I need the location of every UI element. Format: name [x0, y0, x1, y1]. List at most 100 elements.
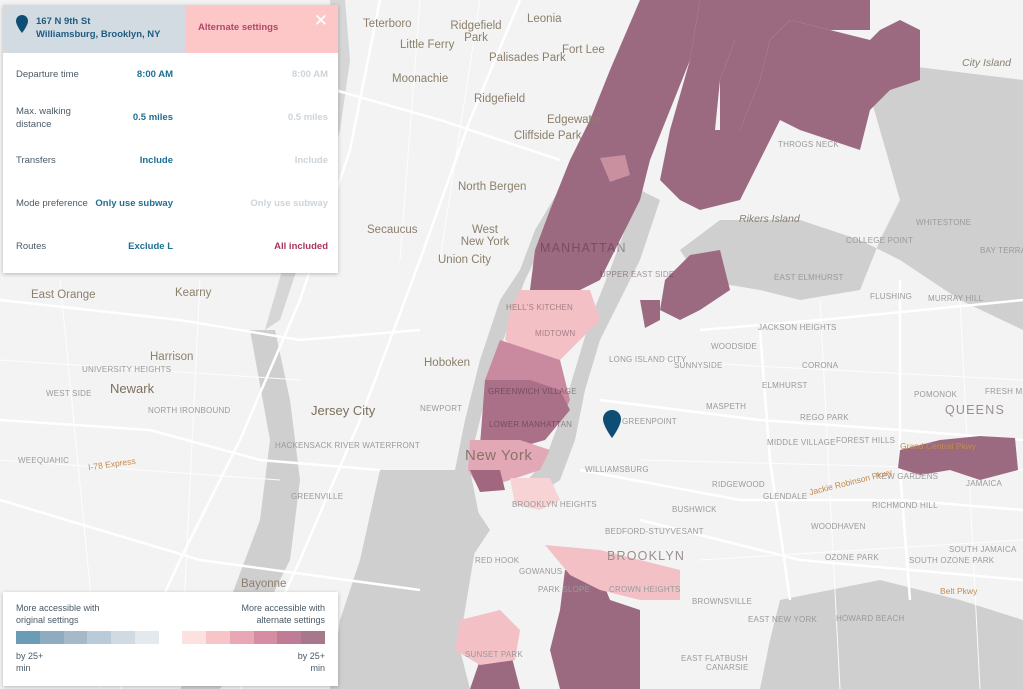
legend-swatch	[277, 631, 302, 644]
row-label: Routes	[16, 241, 47, 252]
label-union-city: Union City	[438, 254, 492, 266]
label-midtown: MIDTOWN	[535, 329, 576, 338]
label-throgs-neck: THROGS NECK	[778, 140, 839, 149]
legend-swatch	[182, 631, 207, 644]
close-icon[interactable]: ✕	[313, 11, 328, 30]
alternate-departure-time[interactable]: 8:00 AM	[291, 69, 328, 80]
map-pin-icon[interactable]	[603, 410, 621, 438]
label-south-jamaica: SOUTH JAMAICA	[949, 545, 1017, 554]
label-ridgewood: RIDGEWOOD	[712, 480, 765, 489]
legend-swatch	[253, 631, 278, 644]
label-queens: QUEENS	[945, 403, 1005, 417]
original-mode-preference[interactable]: Only use subway	[95, 198, 173, 209]
alternate-mode-preference[interactable]: Only use subway	[250, 198, 328, 209]
label-ozone-park: OZONE PARK	[825, 553, 879, 562]
label-bushwick: BUSHWICK	[672, 505, 717, 514]
label-crown-heights: CROWN HEIGHTS	[609, 585, 681, 594]
legend-swatch	[134, 631, 159, 644]
legend-swatch	[39, 631, 64, 644]
label-bayonne: Bayonne	[241, 578, 287, 590]
label-upper-east-side: UPPER EAST SIDE	[600, 270, 675, 279]
original-transfers[interactable]: Include	[139, 155, 173, 166]
label-bed-stuy: BEDFORD-STUYVESANT	[605, 527, 704, 536]
label-pomonok: POMONOK	[914, 390, 958, 399]
label-howard-beach: HOWARD BEACH	[836, 614, 905, 623]
label-williamsburg: WILLIAMSBURG	[585, 465, 649, 474]
label-north-ironbound: NORTH IRONBOUND	[148, 406, 230, 415]
alternate-walking-distance[interactable]: 0.5 miles	[287, 112, 328, 123]
label-glendale: GLENDALE	[763, 492, 808, 501]
label-city-island: City Island	[962, 57, 1012, 69]
label-weequahic: WEEQUAHIC	[18, 456, 70, 465]
label-belt-pkwy: Belt Pkwy	[940, 586, 978, 596]
label-ridgefield-park: Ridgefield Park	[450, 20, 502, 44]
label-west-side: WEST SIDE	[46, 389, 92, 398]
label-gowanus: GOWANUS	[519, 567, 563, 576]
legend-left-title: More accessible with original settings	[16, 603, 100, 625]
label-rego-park: REGO PARK	[800, 413, 849, 422]
label-lower-manhattan: LOWER MANHATTAN	[489, 420, 573, 429]
label-sunnyside: SUNNYSIDE	[674, 361, 723, 370]
legend: More accessible with original settings M…	[3, 592, 338, 686]
alternate-settings-title: Alternate settings	[198, 22, 279, 33]
settings-panel: 167 N 9th St Williamsburg, Brooklyn, NY …	[3, 5, 338, 273]
label-east-orange: East Orange	[31, 289, 96, 301]
label-little-ferry: Little Ferry	[400, 39, 455, 51]
label-red-hook: RED HOOK	[475, 556, 520, 565]
panel-header: 167 N 9th St Williamsburg, Brooklyn, NY …	[3, 5, 338, 53]
alternate-routes[interactable]: All included	[274, 241, 328, 252]
label-flushing: FLUSHING	[870, 292, 913, 301]
label-greenpoint: GREENPOINT	[622, 417, 677, 426]
label-cliffside-park: Cliffside Park	[514, 130, 582, 142]
label-corona: CORONA	[802, 361, 839, 370]
origin-address: 167 N 9th St Williamsburg, Brooklyn, NY	[36, 15, 161, 41]
label-brownsville: BROWNSVILLE	[692, 597, 752, 606]
legend-right-title: More accessible with alternate settings	[241, 603, 325, 625]
label-greenwich-village: GREENWICH VILLAGE	[488, 387, 577, 396]
label-brooklyn: BROOKLYN	[607, 549, 686, 563]
label-forest-hills: FOREST HILLS	[836, 436, 896, 445]
label-greenville: GREENVILLE	[291, 492, 344, 501]
original-settings-header[interactable]: 167 N 9th St Williamsburg, Brooklyn, NY	[3, 5, 185, 53]
label-new-york: New York	[465, 447, 533, 464]
row-routes: Routes Exclude L All included	[3, 225, 338, 268]
row-label: Transfers	[16, 155, 56, 166]
label-harrison: Harrison	[150, 351, 194, 363]
alternate-transfers[interactable]: Include	[294, 155, 328, 166]
label-leonia: Leonia	[527, 13, 562, 25]
label-kew-gardens: KEW GARDENS	[876, 472, 939, 481]
original-walking-distance[interactable]: 0.5 miles	[132, 112, 173, 123]
original-routes[interactable]: Exclude L	[128, 241, 173, 252]
label-hells-kitchen: HELL'S KITCHEN	[506, 303, 574, 312]
label-ridgefield: Ridgefield	[474, 93, 526, 105]
original-departure-time[interactable]: 8:00 AM	[136, 69, 173, 80]
label-woodhaven: WOODHAVEN	[811, 522, 866, 531]
label-kearny: Kearny	[175, 287, 212, 299]
legend-swatch	[87, 631, 112, 644]
label-north-bergen: North Bergen	[458, 181, 527, 193]
row-label: Max. walking distance	[16, 105, 71, 130]
row-label: Departure time	[16, 69, 79, 80]
label-jackson-heights: JACKSON HEIGHTS	[758, 323, 837, 332]
label-east-flatbush: EAST FLATBUSH	[681, 654, 748, 663]
label-manhattan: MANHATTAN	[540, 241, 627, 255]
label-murray-hill: MURRAY HILL	[928, 294, 984, 303]
alternate-settings-header[interactable]: Alternate settings ✕	[185, 5, 338, 53]
label-east-new-york: EAST NEW YORK	[748, 615, 817, 624]
legend-swatch	[111, 631, 135, 644]
label-newark: Newark	[110, 381, 155, 396]
row-departure-time: Departure time 8:00 AM 8:00 AM	[3, 53, 338, 96]
label-college-point: COLLEGE POINT	[846, 236, 914, 245]
legend-left-sub: by 25+ min	[16, 651, 44, 673]
legend-right-sub: by 25+ min	[297, 651, 325, 673]
label-secaucus: Secaucus	[367, 224, 418, 236]
address-line-1: 167 N 9th St	[36, 16, 91, 27]
label-edgewater: Edgewater	[547, 114, 602, 126]
label-hoboken: Hoboken	[424, 357, 471, 369]
row-transfers: Transfers Include Include	[3, 139, 338, 182]
label-rikers-island: Rikers Island	[739, 213, 800, 225]
label-west-new-york: West New York	[460, 224, 510, 248]
map-pin-icon	[16, 15, 28, 33]
